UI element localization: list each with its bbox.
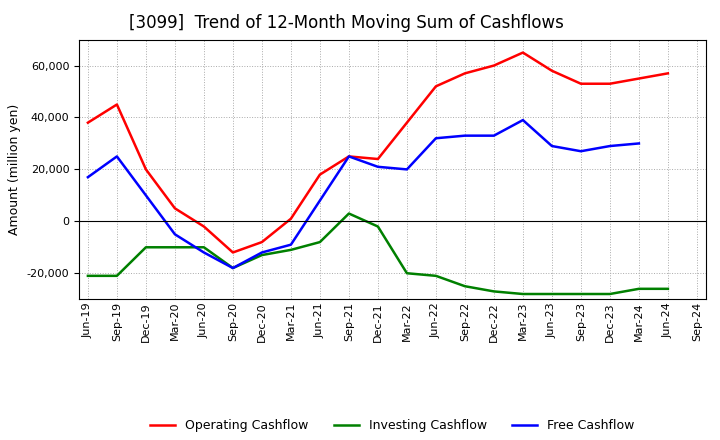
Investing Cashflow: [548, 291, 557, 297]
Free Cashflow: [374, 164, 382, 169]
Line: Investing Cashflow: Investing Cashflow: [88, 213, 668, 294]
Operating Cashflow: [112, 102, 121, 107]
Free Cashflow: [84, 175, 92, 180]
Operating Cashflow: [490, 63, 498, 68]
Line: Free Cashflow: Free Cashflow: [88, 120, 639, 268]
Investing Cashflow: [374, 224, 382, 229]
Operating Cashflow: [199, 224, 208, 229]
Free Cashflow: [548, 143, 557, 149]
Operating Cashflow: [258, 239, 266, 245]
Operating Cashflow: [142, 167, 150, 172]
Operating Cashflow: [431, 84, 440, 89]
Free Cashflow: [606, 143, 614, 149]
Investing Cashflow: [142, 245, 150, 250]
Operating Cashflow: [315, 172, 324, 177]
Operating Cashflow: [374, 156, 382, 161]
Free Cashflow: [461, 133, 469, 138]
Investing Cashflow: [84, 273, 92, 279]
Free Cashflow: [402, 167, 411, 172]
Investing Cashflow: [402, 271, 411, 276]
Investing Cashflow: [199, 245, 208, 250]
Operating Cashflow: [287, 216, 295, 221]
Text: [3099]  Trend of 12-Month Moving Sum of Cashflows: [3099] Trend of 12-Month Moving Sum of C…: [130, 15, 564, 33]
Free Cashflow: [287, 242, 295, 247]
Investing Cashflow: [112, 273, 121, 279]
Free Cashflow: [315, 198, 324, 203]
Investing Cashflow: [345, 211, 354, 216]
Free Cashflow: [199, 250, 208, 255]
Investing Cashflow: [606, 291, 614, 297]
Investing Cashflow: [664, 286, 672, 291]
Operating Cashflow: [461, 71, 469, 76]
Investing Cashflow: [258, 253, 266, 258]
Operating Cashflow: [548, 68, 557, 73]
Free Cashflow: [490, 133, 498, 138]
Investing Cashflow: [518, 291, 527, 297]
Operating Cashflow: [171, 205, 179, 211]
Operating Cashflow: [577, 81, 585, 86]
Free Cashflow: [345, 154, 354, 159]
Operating Cashflow: [518, 50, 527, 55]
Free Cashflow: [518, 117, 527, 123]
Investing Cashflow: [490, 289, 498, 294]
Legend: Operating Cashflow, Investing Cashflow, Free Cashflow: Operating Cashflow, Investing Cashflow, …: [145, 414, 639, 437]
Investing Cashflow: [634, 286, 643, 291]
Free Cashflow: [258, 250, 266, 255]
Operating Cashflow: [606, 81, 614, 86]
Operating Cashflow: [634, 76, 643, 81]
Investing Cashflow: [431, 273, 440, 279]
Investing Cashflow: [228, 265, 237, 271]
Investing Cashflow: [171, 245, 179, 250]
Investing Cashflow: [315, 239, 324, 245]
Investing Cashflow: [287, 247, 295, 253]
Line: Operating Cashflow: Operating Cashflow: [88, 52, 668, 253]
Free Cashflow: [577, 149, 585, 154]
Investing Cashflow: [577, 291, 585, 297]
Free Cashflow: [171, 231, 179, 237]
Free Cashflow: [228, 265, 237, 271]
Free Cashflow: [431, 136, 440, 141]
Investing Cashflow: [461, 284, 469, 289]
Operating Cashflow: [664, 71, 672, 76]
Free Cashflow: [142, 193, 150, 198]
Operating Cashflow: [402, 120, 411, 125]
Y-axis label: Amount (million yen): Amount (million yen): [9, 104, 22, 235]
Operating Cashflow: [228, 250, 237, 255]
Operating Cashflow: [345, 154, 354, 159]
Free Cashflow: [112, 154, 121, 159]
Free Cashflow: [634, 141, 643, 146]
Operating Cashflow: [84, 120, 92, 125]
